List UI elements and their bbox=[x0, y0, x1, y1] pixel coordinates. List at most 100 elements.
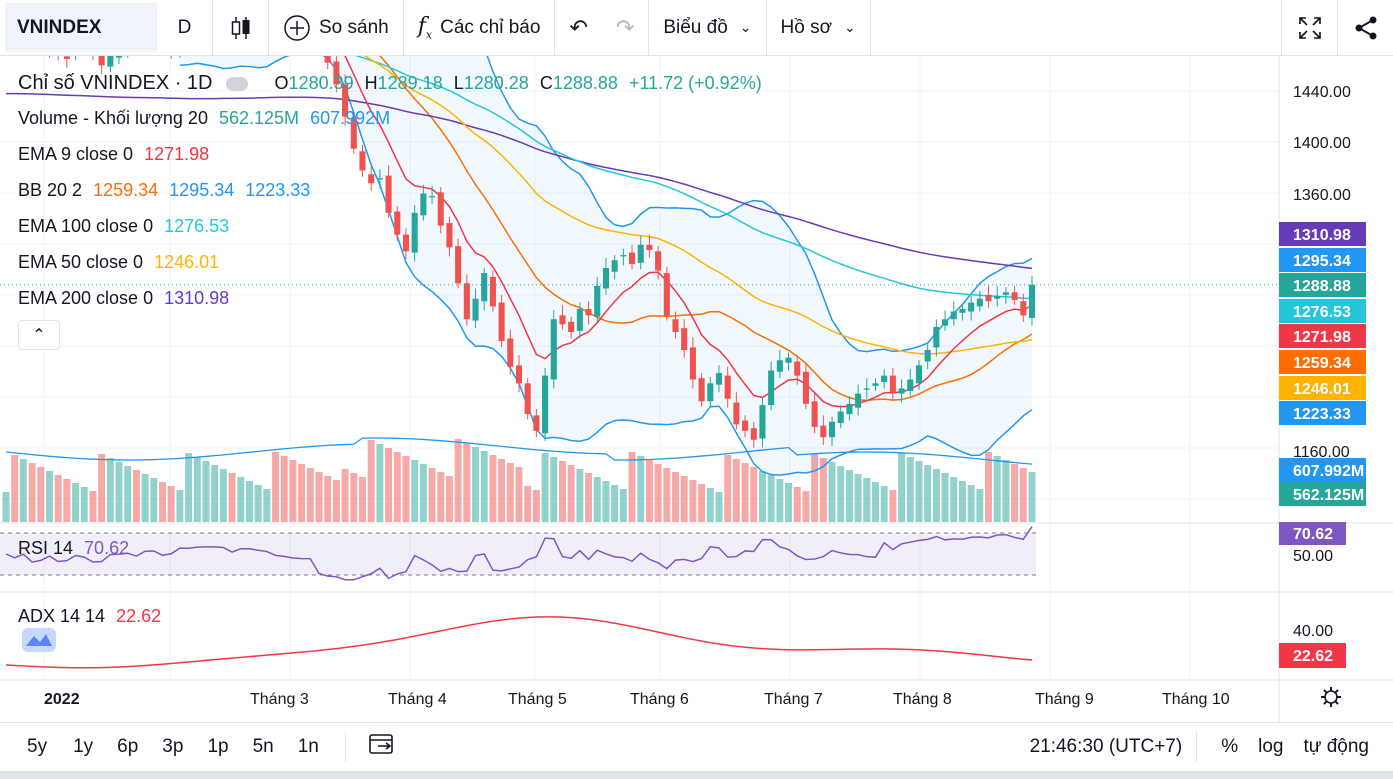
price-tag bbox=[1279, 248, 1366, 272]
candle-body bbox=[489, 276, 496, 307]
ema50-legend[interactable]: EMA 50 close 0 1246.01 bbox=[18, 252, 225, 273]
undo-button[interactable]: ↶ bbox=[555, 0, 601, 55]
volume-bar bbox=[637, 456, 645, 522]
profile-menu[interactable]: Hồ sơ ⌄ bbox=[767, 0, 871, 55]
volume-bar bbox=[602, 481, 610, 522]
range-5d[interactable]: 5n bbox=[252, 736, 274, 757]
candle-body bbox=[542, 375, 549, 434]
range-5y[interactable]: 5y bbox=[27, 736, 48, 757]
volume-bar bbox=[254, 485, 262, 522]
candle-body bbox=[411, 212, 418, 253]
ema9-label: EMA 9 close 0 bbox=[18, 144, 134, 164]
volume-bar bbox=[1019, 468, 1027, 522]
volume-bar bbox=[872, 482, 879, 522]
candle-body bbox=[1028, 284, 1036, 318]
volume-bar bbox=[515, 467, 523, 522]
range-1m[interactable]: 1p bbox=[207, 736, 229, 757]
clock[interactable]: 21:46:30 (UTC+7) bbox=[1029, 736, 1183, 757]
candle-body bbox=[898, 388, 905, 394]
rsi-label: RSI 14 bbox=[18, 538, 74, 558]
candle-style-button[interactable] bbox=[213, 0, 269, 55]
volume-legend[interactable]: Volume - Khối lượng 20 562.125M 607.992M bbox=[18, 108, 396, 129]
range-3m[interactable]: 3p bbox=[162, 736, 184, 757]
ohlc-close: 1288.88 bbox=[552, 73, 618, 93]
log-toggle[interactable]: log bbox=[1258, 736, 1284, 757]
hide-legend-button[interactable] bbox=[225, 77, 248, 92]
volume-bar bbox=[19, 459, 27, 522]
volume-bar bbox=[558, 461, 566, 522]
settings-gear-icon[interactable] bbox=[1321, 687, 1341, 707]
volume-bar bbox=[211, 465, 219, 522]
candle-body bbox=[455, 246, 462, 284]
volume-bar bbox=[2, 492, 10, 522]
time-axis-label: Tháng 10 bbox=[1162, 691, 1230, 708]
ema100-legend[interactable]: EMA 100 close 0 1276.53 bbox=[18, 216, 235, 237]
chart-canvas[interactable]: 1440.00 1400.00 1360.00 1160.00 50.00 40.00 13… bbox=[0, 56, 1393, 722]
volume-bar bbox=[263, 489, 271, 522]
compare-button[interactable]: So sánh bbox=[269, 0, 404, 55]
gear-tooth bbox=[1323, 700, 1328, 705]
collapse-legend-button[interactable]: ⌃ bbox=[18, 320, 60, 350]
price-tag-label: 1246.01 bbox=[1293, 381, 1351, 398]
rsi-axis-label: 50.00 bbox=[1293, 548, 1333, 565]
adx-legend[interactable]: ADX 14 14 22.62 bbox=[18, 606, 167, 627]
price-tag-label: 562.125M bbox=[1293, 487, 1364, 504]
volume-bar bbox=[315, 472, 323, 522]
ema200-legend[interactable]: EMA 200 close 0 1310.98 bbox=[18, 288, 235, 309]
candle-body bbox=[785, 357, 792, 363]
ema9-legend[interactable]: EMA 9 close 0 1271.98 bbox=[18, 144, 215, 165]
interval-label: D bbox=[177, 16, 192, 38]
volume-bar bbox=[124, 466, 132, 522]
rsi-tag-label: 70.62 bbox=[1293, 526, 1333, 543]
percent-toggle[interactable]: % bbox=[1221, 736, 1239, 757]
redo-button[interactable]: ↷ bbox=[602, 0, 650, 55]
ohlc-high: 1289.18 bbox=[377, 73, 443, 93]
range-6m[interactable]: 6p bbox=[117, 736, 139, 757]
share-button[interactable] bbox=[1337, 0, 1393, 55]
price-tag bbox=[1279, 324, 1366, 348]
goto-date-button[interactable] bbox=[368, 732, 396, 762]
price-tag bbox=[1279, 458, 1366, 482]
candle-body bbox=[759, 405, 766, 439]
candle-body bbox=[637, 244, 644, 263]
range-1d[interactable]: 1n bbox=[297, 736, 319, 757]
volume-bar bbox=[159, 482, 166, 522]
candle-body bbox=[846, 403, 853, 415]
volume-bar bbox=[576, 469, 584, 522]
candle-body bbox=[498, 302, 505, 342]
compare-label: So sánh bbox=[319, 16, 389, 38]
price-tag-label: 1276.53 bbox=[1293, 304, 1351, 321]
volume-bar bbox=[280, 456, 288, 522]
candle-body bbox=[872, 383, 879, 386]
interval-button[interactable]: D bbox=[157, 0, 213, 55]
volume-bar bbox=[298, 464, 306, 522]
adx-axis-label: 40.00 bbox=[1293, 623, 1333, 640]
tradingview-logo-icon[interactable] bbox=[22, 628, 56, 652]
price-tag bbox=[1279, 401, 1366, 425]
candle-body bbox=[350, 117, 357, 149]
symbol-search-button[interactable]: VNINDEX bbox=[5, 3, 157, 52]
fullscreen-button[interactable] bbox=[1281, 0, 1337, 55]
time-axis-label: Tháng 5 bbox=[508, 691, 567, 708]
volume-bar bbox=[941, 473, 949, 522]
candle-body bbox=[368, 174, 375, 184]
ema200-line bbox=[5, 92, 1033, 270]
gear-tooth bbox=[1323, 689, 1328, 694]
chart-type-menu[interactable]: Biểu đồ ⌄ bbox=[649, 0, 767, 55]
volume-bar bbox=[741, 463, 749, 522]
auto-toggle[interactable]: tự động bbox=[1303, 736, 1369, 757]
range-1y[interactable]: 1y bbox=[73, 736, 94, 757]
indicators-button[interactable]: fx Các chỉ báo bbox=[404, 0, 556, 55]
volume-bar bbox=[845, 470, 853, 522]
candle-body bbox=[515, 365, 523, 384]
volume-bar bbox=[359, 477, 366, 522]
gear-tooth bbox=[1334, 700, 1339, 705]
bb-basis-line bbox=[379, 56, 1033, 402]
bb-legend[interactable]: BB 20 2 1259.34 1295.34 1223.33 bbox=[18, 180, 316, 201]
rsi-line bbox=[5, 526, 1033, 581]
divider bbox=[344, 732, 346, 762]
volume-value: 562.125M bbox=[218, 108, 300, 128]
volume-bar bbox=[63, 479, 71, 522]
ema200-label: EMA 200 close 0 bbox=[18, 288, 154, 308]
rsi-legend[interactable]: RSI 14 70.62 bbox=[18, 538, 135, 559]
